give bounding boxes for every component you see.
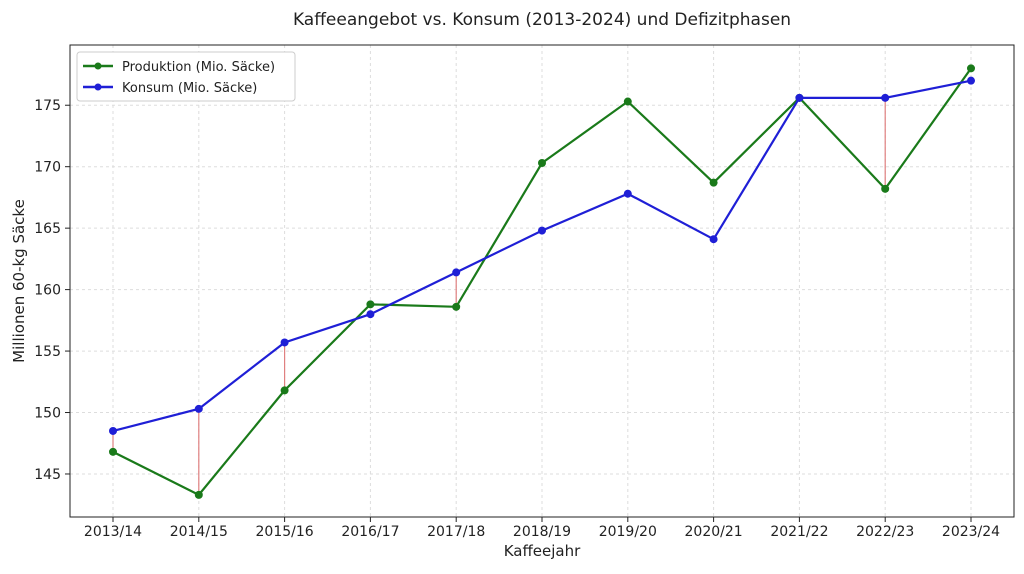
y-tick-label: 160 xyxy=(34,283,61,299)
data-point-konsum xyxy=(881,93,890,102)
x-tick-label: 2014/15 xyxy=(170,524,228,540)
y-axis-label: Millionen 60-kg Säcke xyxy=(10,199,28,363)
data-point-konsum xyxy=(795,93,804,102)
data-point-konsum xyxy=(538,226,546,235)
x-tick-label: 2013/14 xyxy=(84,524,142,540)
x-tick-label: 2017/18 xyxy=(427,524,485,540)
data-point-produktion xyxy=(366,300,375,309)
data-point-konsum xyxy=(109,426,117,435)
data-point-konsum xyxy=(709,235,718,244)
data-point-produktion xyxy=(967,64,975,73)
y-tick-label: 145 xyxy=(34,467,61,483)
data-point-produktion xyxy=(109,447,117,456)
x-tick-label: 2016/17 xyxy=(341,524,399,540)
x-tick-label: 2021/22 xyxy=(770,524,828,540)
data-point-konsum xyxy=(452,268,461,277)
x-tick-label: 2018/19 xyxy=(513,524,571,540)
y-tick-label: 165 xyxy=(34,221,61,237)
legend-marker-konsum xyxy=(94,83,102,91)
y-tick-label: 150 xyxy=(34,406,61,422)
data-point-konsum xyxy=(967,76,975,85)
data-point-konsum xyxy=(623,189,632,198)
data-point-produktion xyxy=(194,490,203,499)
x-tick-label: 2019/20 xyxy=(599,524,657,540)
y-tick-label: 155 xyxy=(34,344,61,360)
data-point-konsum xyxy=(366,310,375,319)
x-tick-label: 2022/23 xyxy=(856,524,914,540)
data-point-produktion xyxy=(452,302,461,311)
data-point-produktion xyxy=(538,159,546,167)
legend-label-produktion: Produktion (Mio. Säcke) xyxy=(122,60,275,75)
data-point-produktion xyxy=(881,184,890,193)
x-axis-label: Kaffeejahr xyxy=(504,542,581,560)
legend: Produktion (Mio. Säcke) Konsum (Mio. Säc… xyxy=(76,51,296,102)
data-point-konsum xyxy=(280,338,289,347)
x-tick-label: 2015/16 xyxy=(256,524,314,540)
data-point-konsum xyxy=(194,404,203,413)
legend-marker-produktion xyxy=(94,62,102,70)
x-tick-label: 2020/21 xyxy=(685,524,743,540)
legend-label-konsum: Konsum (Mio. Säcke) xyxy=(122,81,257,96)
data-point-produktion xyxy=(280,386,289,395)
y-tick-label: 175 xyxy=(34,98,61,114)
x-tick-label: 2023/24 xyxy=(942,524,1000,540)
chart-title: Kaffeeangebot vs. Konsum (2013-2024) und… xyxy=(293,10,791,30)
y-tick-label: 170 xyxy=(34,160,61,176)
data-point-produktion xyxy=(709,178,718,187)
data-point-produktion xyxy=(623,97,632,106)
